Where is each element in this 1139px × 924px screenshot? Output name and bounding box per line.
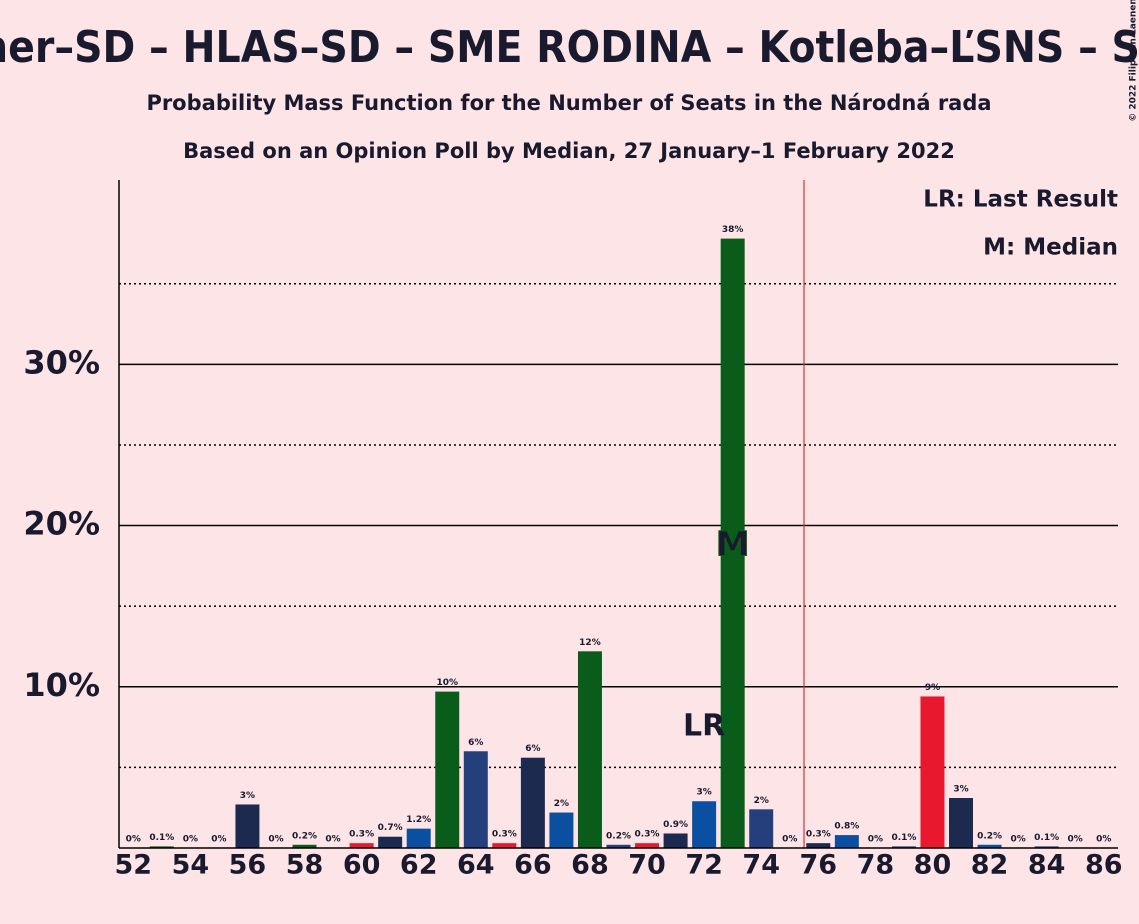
value-label: 0% <box>211 835 226 845</box>
value-label: 0.2% <box>292 831 317 841</box>
bar <box>520 757 545 848</box>
bar <box>435 691 460 848</box>
bar <box>378 836 403 848</box>
y-tick-label: 20% <box>23 505 100 543</box>
value-label: 0% <box>126 835 141 845</box>
median-label: M <box>716 525 750 565</box>
x-tick-label: 60 <box>343 850 381 881</box>
x-tick-label: 80 <box>914 850 952 881</box>
x-tick-label: 54 <box>172 850 210 881</box>
x-tick-label: 78 <box>857 850 895 881</box>
value-label: 3% <box>953 785 968 795</box>
bar <box>692 801 717 848</box>
value-label: 0.2% <box>977 831 1002 841</box>
x-tick-label: 68 <box>571 850 609 881</box>
copyright: © 2022 Filip van Laenen <box>1129 0 1139 122</box>
x-tick-label: 86 <box>1085 850 1123 881</box>
chart-title: ner–SD – HLAS–SD – SME RODINA – Kotleba–… <box>0 22 1139 73</box>
last-result-label: LR <box>683 709 725 744</box>
bar <box>292 844 317 848</box>
value-label: 3% <box>696 788 711 798</box>
value-label: 0.3% <box>349 830 374 840</box>
bar <box>549 812 574 848</box>
value-label: 0.1% <box>1034 833 1059 843</box>
x-tick-label: 52 <box>114 850 152 881</box>
bar <box>720 238 745 849</box>
value-label: 0.8% <box>834 822 859 832</box>
value-label: 2% <box>754 796 769 806</box>
x-tick-label: 84 <box>1028 850 1066 881</box>
value-label: 10% <box>436 678 458 688</box>
x-tick-label: 58 <box>286 850 324 881</box>
value-label: 2% <box>554 799 569 809</box>
x-tick-label: 70 <box>628 850 666 881</box>
value-label: 0.1% <box>891 833 916 843</box>
bar <box>235 804 260 848</box>
value-label: 0% <box>868 835 883 845</box>
y-tick-label: 30% <box>23 343 100 381</box>
legend-entry: LR: Last Result <box>923 187 1118 213</box>
value-label: 0.9% <box>663 820 688 830</box>
bar <box>977 844 1002 848</box>
bar <box>349 843 374 848</box>
value-label: 0.1% <box>149 833 174 843</box>
bar <box>577 651 602 848</box>
value-label: 3% <box>240 791 255 801</box>
legend-entry: M: Median <box>983 235 1118 261</box>
value-label: 0% <box>1068 835 1083 845</box>
x-tick-label: 76 <box>800 850 838 881</box>
subtitle: Probability Mass Function for the Number… <box>146 91 991 115</box>
value-label: 0.2% <box>606 831 631 841</box>
x-tick-label: 66 <box>514 850 552 881</box>
value-label: 0.3% <box>806 830 831 840</box>
value-label: 0% <box>268 835 283 845</box>
bar <box>834 835 859 848</box>
bar <box>749 809 774 848</box>
bar <box>949 798 974 848</box>
x-tick-label: 72 <box>685 850 723 881</box>
bar <box>463 751 488 848</box>
y-tick-label: 10% <box>23 666 100 704</box>
value-label: 0.7% <box>378 823 403 833</box>
bar <box>149 846 174 848</box>
x-tick-label: 64 <box>457 850 495 881</box>
value-label: 0% <box>1096 835 1111 845</box>
bar <box>606 844 631 848</box>
x-tick-label: 62 <box>400 850 438 881</box>
value-label: 0% <box>782 835 797 845</box>
value-label: 0% <box>1010 835 1025 845</box>
value-label: 12% <box>579 638 601 648</box>
value-label: 0% <box>183 835 198 845</box>
value-label: 38% <box>722 225 744 235</box>
x-tick-label: 82 <box>971 850 1009 881</box>
value-label: 9% <box>925 683 940 693</box>
x-tick-label: 56 <box>229 850 267 881</box>
value-label: 0.3% <box>635 830 660 840</box>
bar <box>635 843 660 848</box>
value-label: 0.3% <box>492 830 517 840</box>
bar <box>492 843 517 848</box>
value-label: 0% <box>325 835 340 845</box>
bar <box>806 843 831 848</box>
bar <box>1034 846 1059 848</box>
value-label: 6% <box>468 738 483 748</box>
bar <box>920 696 945 848</box>
value-label: 1.2% <box>406 815 431 825</box>
bar <box>406 828 431 848</box>
value-label: 6% <box>525 744 540 754</box>
bar <box>891 846 916 848</box>
subtitle: Based on an Opinion Poll by Median, 27 J… <box>183 139 955 163</box>
bar <box>663 833 688 848</box>
x-tick-label: 74 <box>742 850 780 881</box>
